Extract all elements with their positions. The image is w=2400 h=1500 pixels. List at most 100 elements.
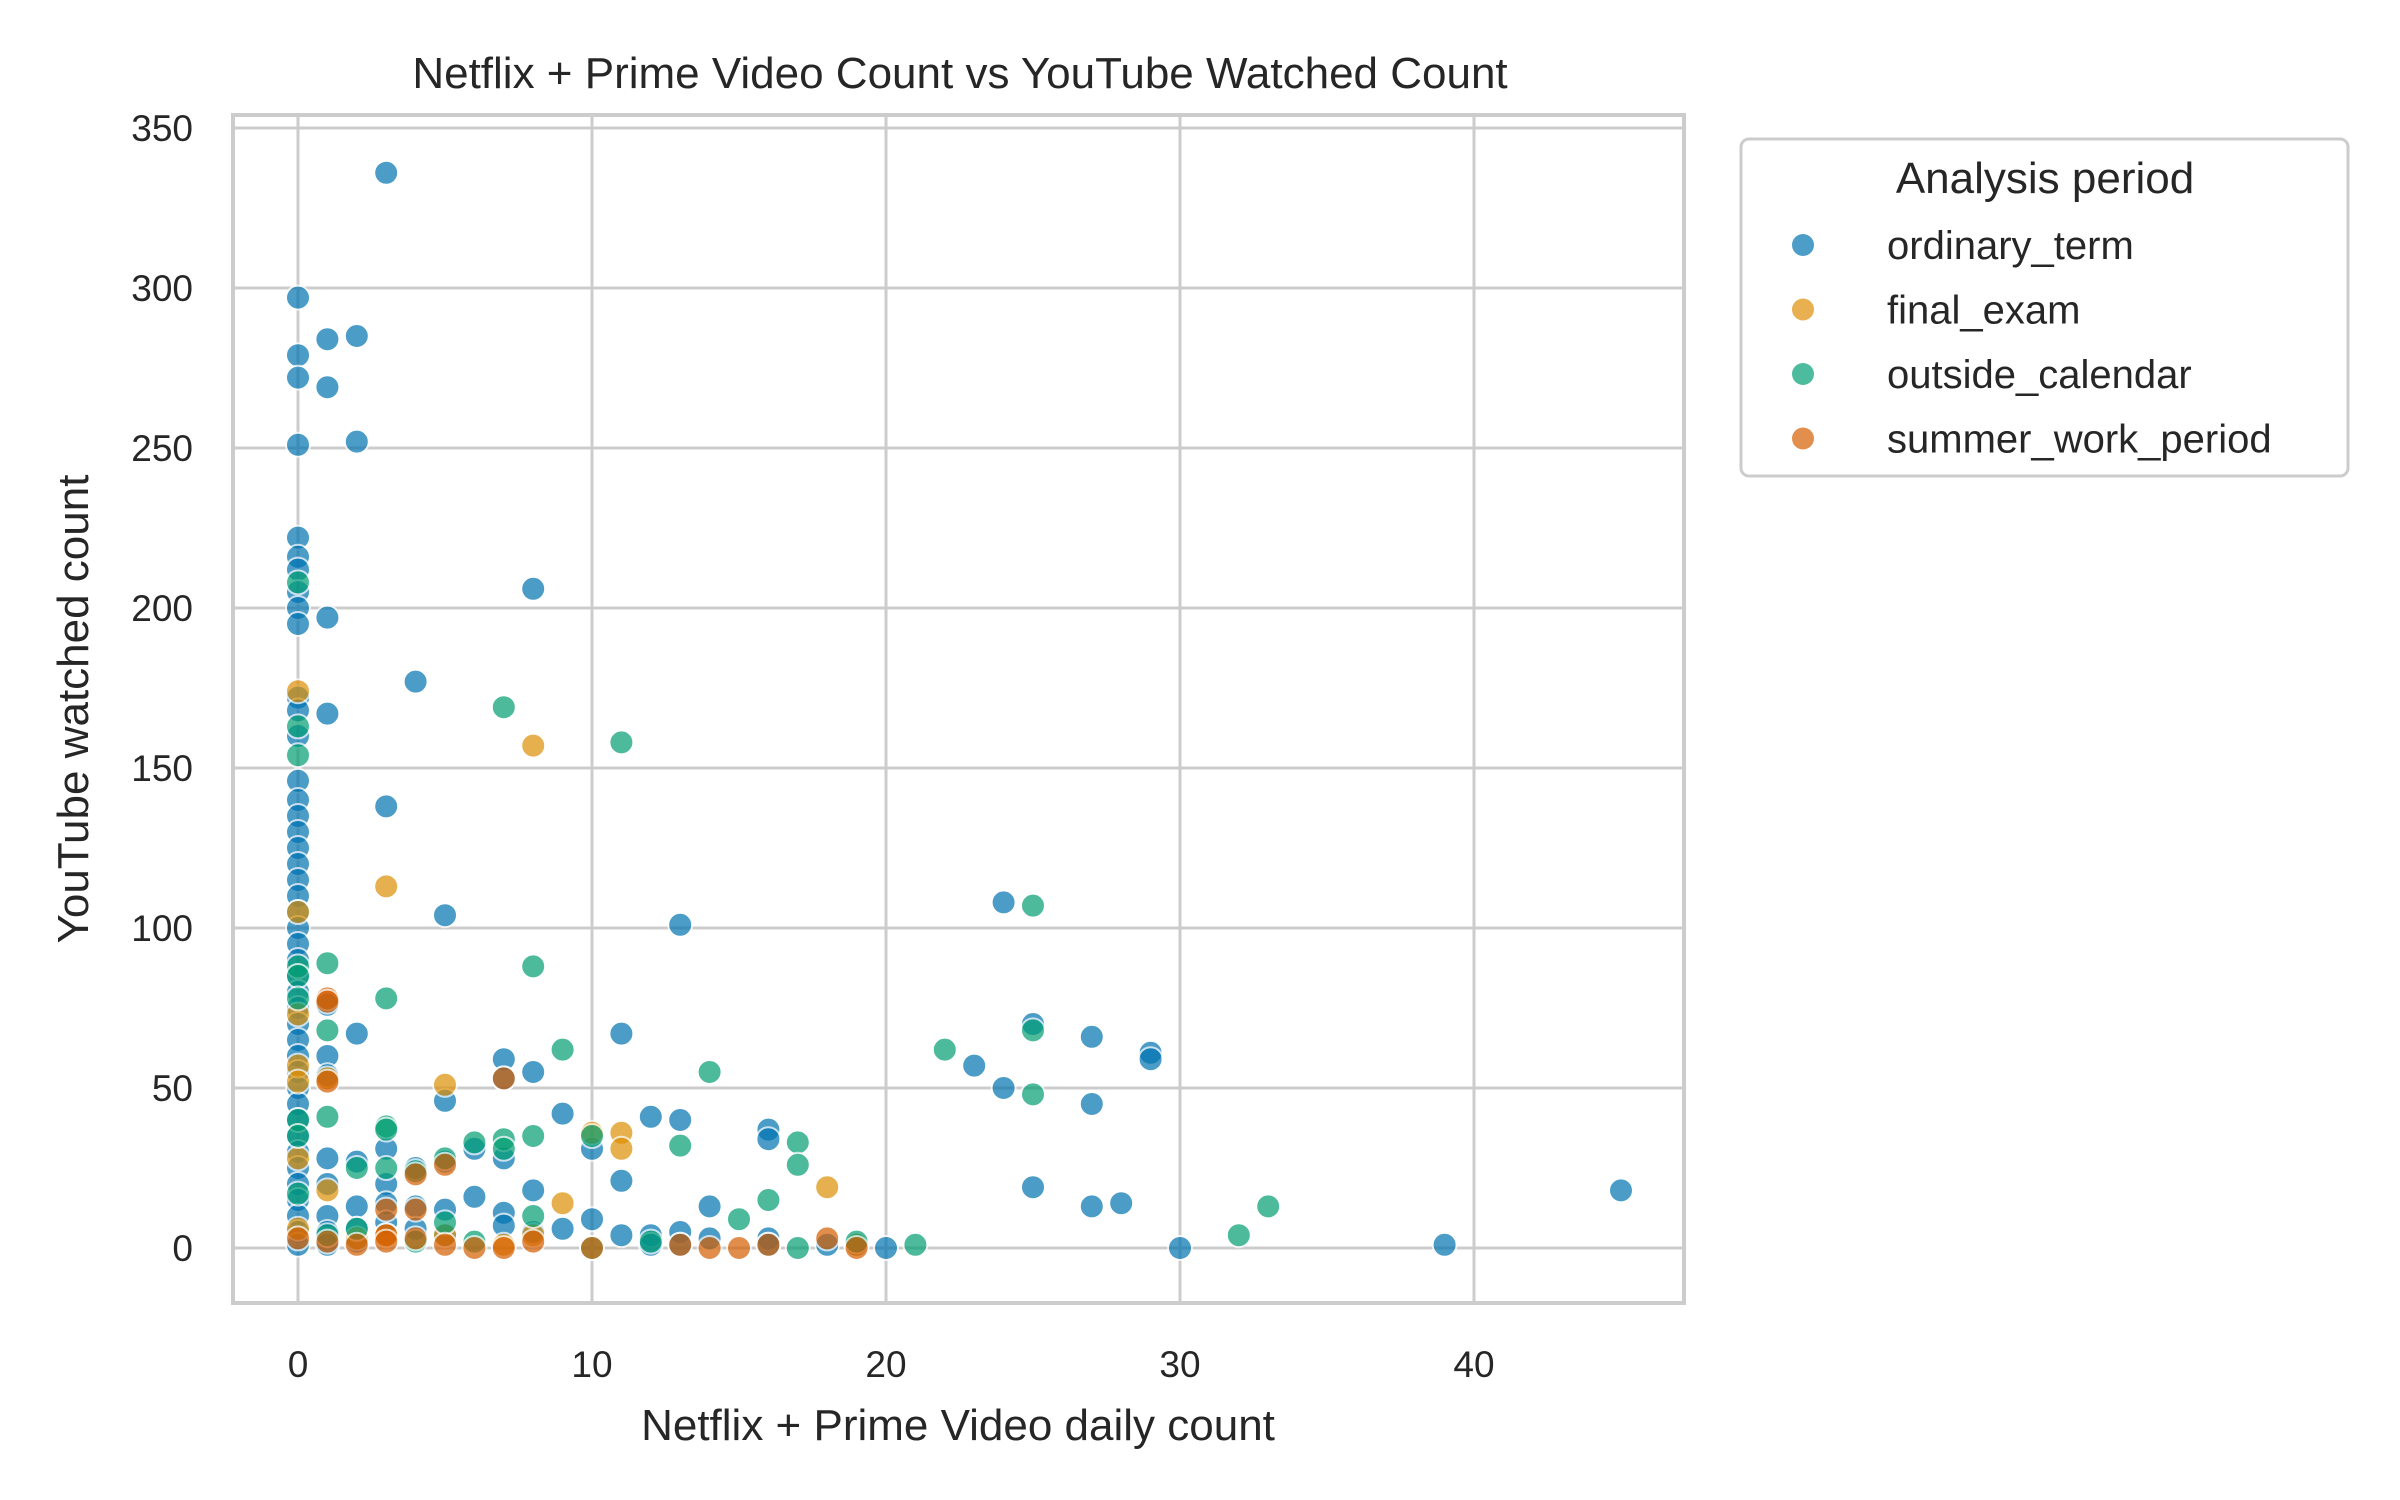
data-point — [373, 159, 400, 186]
y-axis-ticks: 0 50 100 150 200 250 300 350 — [131, 108, 193, 1269]
data-point — [549, 1215, 576, 1242]
data-point — [373, 793, 400, 820]
x-tick-label: 40 — [1453, 1344, 1494, 1385]
data-point — [1608, 1177, 1634, 1204]
data-point — [520, 1123, 547, 1149]
data-point — [314, 374, 341, 401]
data-point — [990, 889, 1017, 916]
data-point — [343, 1020, 370, 1047]
data-point — [579, 1123, 605, 1149]
data-point — [343, 1155, 370, 1181]
data-point — [490, 1135, 517, 1162]
data-point — [608, 1167, 635, 1194]
y-axis-label: YouTube watched count — [49, 475, 98, 944]
data-point — [1020, 1017, 1046, 1044]
data-point — [1020, 1174, 1046, 1201]
data-point — [549, 1100, 576, 1127]
data-point — [285, 899, 311, 925]
data-point — [285, 742, 311, 769]
data-point — [667, 1231, 694, 1258]
data-point — [314, 1145, 341, 1172]
data-point — [755, 1126, 782, 1153]
legend-marker-icon — [1792, 363, 1814, 385]
data-point — [608, 1135, 635, 1162]
data-point — [402, 1161, 429, 1188]
data-point — [285, 1068, 311, 1095]
data-point — [520, 1203, 547, 1229]
data-point — [1108, 1190, 1135, 1217]
data-point — [461, 1183, 488, 1210]
data-point — [461, 1129, 488, 1156]
y-tick-label: 200 — [131, 588, 193, 629]
data-point — [520, 575, 547, 602]
data-point — [1431, 1231, 1458, 1258]
legend-label: outside_calendar — [1887, 353, 2192, 397]
data-point — [314, 1228, 341, 1255]
data-point — [637, 1228, 664, 1255]
data-point — [726, 1206, 752, 1233]
data-point — [784, 1151, 811, 1178]
data-point — [343, 1231, 370, 1258]
data-point — [432, 1231, 458, 1258]
data-point — [667, 911, 694, 938]
data-point — [608, 1020, 635, 1047]
data-point — [667, 1107, 694, 1133]
data-point — [285, 1225, 311, 1252]
legend: Analysis period ordinary_term final_examo… — [1739, 137, 2350, 478]
data-point — [432, 1209, 458, 1236]
data-point — [285, 431, 311, 458]
gridlines — [233, 115, 1684, 1303]
data-point — [784, 1129, 811, 1156]
legend-items: ordinary_term final_exam outside_calendars… — [1792, 224, 2272, 462]
data-point — [608, 1222, 635, 1249]
data-point — [696, 1193, 723, 1220]
data-point — [402, 668, 429, 695]
data-point — [285, 678, 311, 705]
data-point — [726, 1235, 752, 1261]
y-tick-label: 0 — [172, 1228, 193, 1269]
legend-label: ordinary_term — [1887, 224, 2134, 268]
data-point — [755, 1231, 782, 1258]
data-point — [461, 1235, 488, 1261]
data-point — [696, 1059, 723, 1085]
data-point — [285, 342, 311, 369]
x-axis-label: Netflix + Prime Video daily count — [641, 1401, 1275, 1450]
data-point — [490, 1065, 517, 1092]
y-tick-label: 350 — [131, 108, 193, 149]
x-axis-ticks: 0 10 20 30 40 — [288, 1344, 1495, 1385]
x-tick-label: 20 — [865, 1344, 906, 1385]
axes-frame — [231, 113, 1686, 1305]
data-point — [285, 1123, 311, 1149]
data-point — [549, 1036, 576, 1063]
data-point — [314, 326, 341, 353]
data-point — [373, 985, 400, 1012]
data-point — [637, 1103, 664, 1130]
data-point — [814, 1174, 841, 1201]
data-point — [343, 1193, 370, 1220]
data-point — [549, 1190, 576, 1217]
data-point — [314, 1017, 341, 1044]
data-point — [1020, 892, 1046, 919]
data-point — [1078, 1023, 1105, 1050]
data-point — [402, 1196, 429, 1223]
data-point — [490, 694, 517, 721]
data-point — [579, 1235, 605, 1261]
data-point — [314, 1068, 341, 1095]
legend-label: final_exam — [1887, 289, 2080, 333]
data-point — [490, 1235, 517, 1261]
data-point — [373, 873, 400, 900]
data-point — [285, 569, 311, 596]
data-point — [1137, 1046, 1164, 1073]
data-point — [1020, 1081, 1046, 1108]
data-point — [285, 1145, 311, 1172]
data-point — [314, 950, 341, 977]
chart-title: Netflix + Prime Video Count vs YouTube W… — [412, 49, 1507, 98]
data-point — [814, 1225, 841, 1252]
data-point — [520, 1228, 547, 1255]
data-point — [314, 700, 341, 727]
data-point — [1078, 1091, 1105, 1117]
data-point — [432, 1071, 458, 1098]
data-point — [285, 713, 311, 740]
data-point — [961, 1052, 988, 1079]
